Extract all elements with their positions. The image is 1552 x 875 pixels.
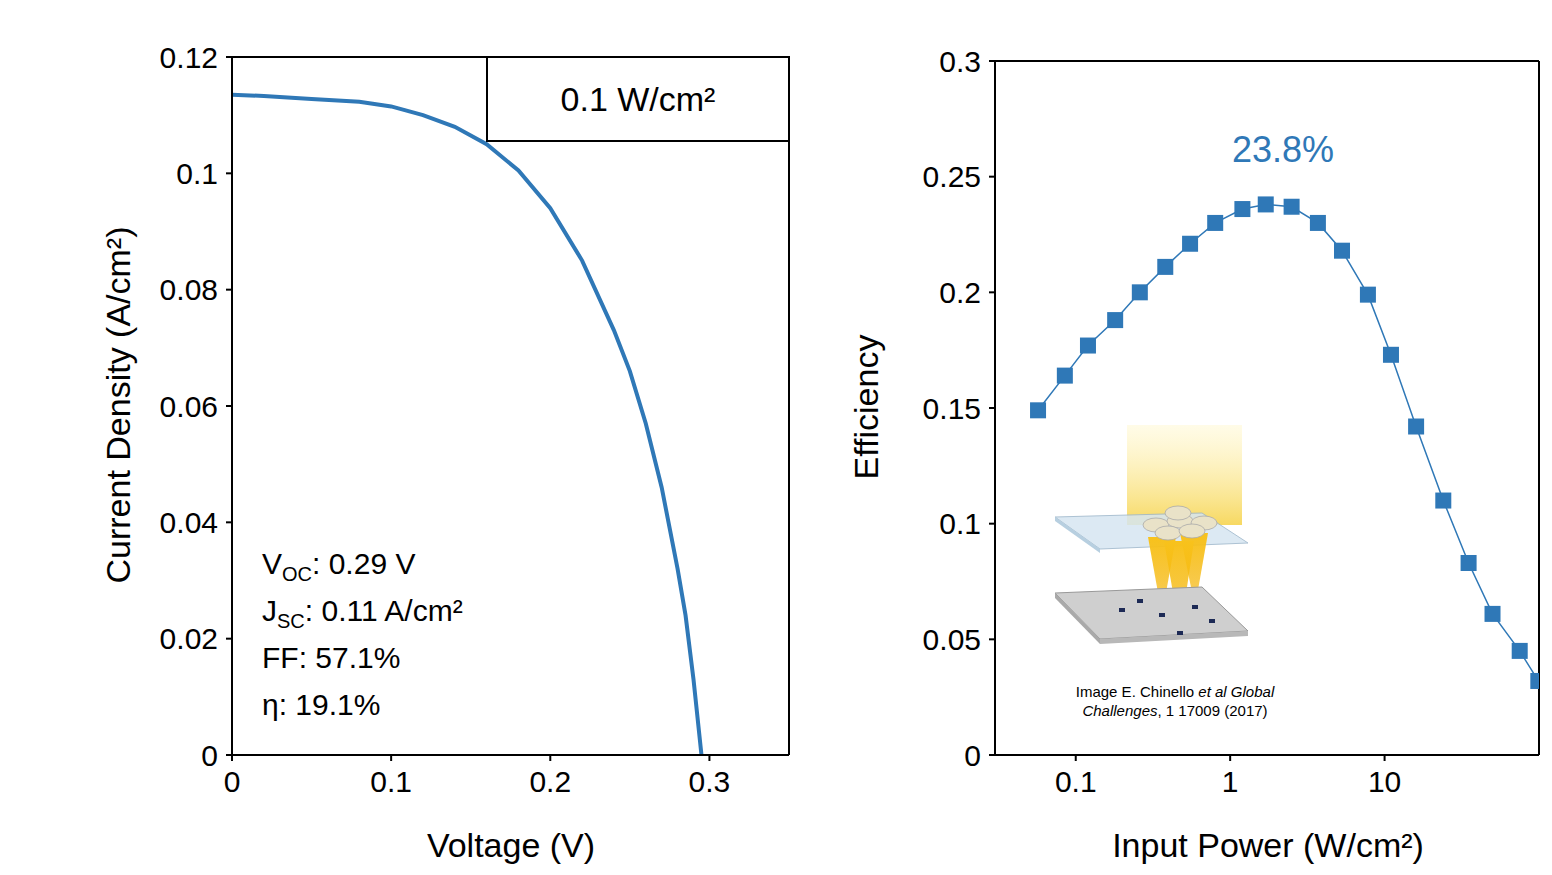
html-text:VOC: 0.29 V: VOC: 0.29 V <box>262 547 416 585</box>
svg-text:0.05: 0.05 <box>923 623 981 656</box>
html-text:JSC: 0.11 A/cm²: JSC: 0.11 A/cm² <box>262 594 463 632</box>
svg-text:0: 0 <box>224 765 241 798</box>
svg-text:1: 1 <box>1222 765 1239 798</box>
svg-text:0.02: 0.02 <box>160 622 218 655</box>
svg-text:0: 0 <box>964 739 981 772</box>
html-text:Current Density (A/cm²): Current Density (A/cm²) <box>98 226 137 584</box>
html-text:Efficiency: Efficiency <box>846 334 885 480</box>
svg-text:0.04: 0.04 <box>160 506 218 539</box>
svg-text:0: 0 <box>201 739 218 772</box>
svg-text:10: 10 <box>1368 765 1401 798</box>
html-text:0.1 W/cm²: 0.1 W/cm² <box>560 79 716 118</box>
html-text:FF: 57.1%: FF: 57.1% <box>262 641 401 674</box>
svg-text:0.25: 0.25 <box>923 160 981 193</box>
svg-text:0.1: 0.1 <box>939 507 981 540</box>
html-text:Voltage (V): Voltage (V) <box>426 825 596 864</box>
svg-text:0.06: 0.06 <box>160 390 218 423</box>
svg-text:0.08: 0.08 <box>160 273 218 306</box>
svg-text:0.1: 0.1 <box>176 157 218 190</box>
svg-text:0.12: 0.12 <box>160 41 218 74</box>
svg-text:0.3: 0.3 <box>939 45 981 78</box>
html-text:η: 19.1%: η: 19.1% <box>262 688 381 721</box>
svg-text:0.1: 0.1 <box>1055 765 1097 798</box>
svg-text:0.3: 0.3 <box>689 765 731 798</box>
svg-text:0.15: 0.15 <box>923 392 981 425</box>
html-text:Input Power (W/cm²): Input Power (W/cm²) <box>1112 825 1424 864</box>
svg-text:0.1: 0.1 <box>370 765 412 798</box>
svg-text:0.2: 0.2 <box>939 276 981 309</box>
html-text:23.8%: 23.8% <box>1232 129 1334 170</box>
html-text:Image E. Chinello et al Global: Image E. Chinello et al Global Challenge… <box>1075 683 1275 719</box>
svg-text:0.2: 0.2 <box>529 765 571 798</box>
